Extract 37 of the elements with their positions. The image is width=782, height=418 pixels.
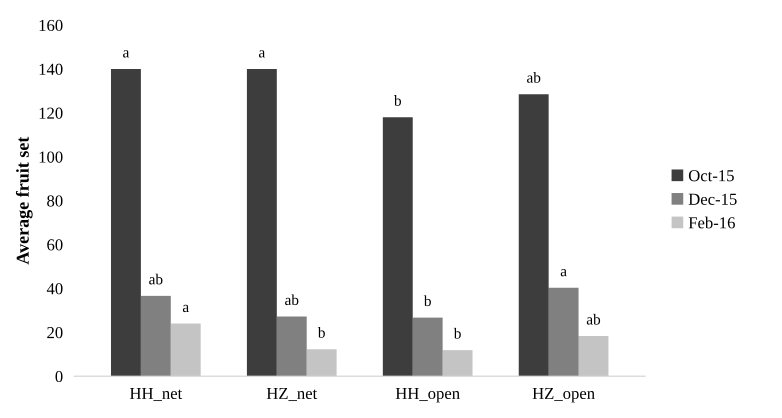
bar xyxy=(246,68,277,376)
data-label: a xyxy=(259,50,266,58)
y-tick-label: 140 xyxy=(40,64,63,75)
y-tick-label: 120 xyxy=(40,108,63,119)
data-label: b xyxy=(394,95,402,106)
legend-label: Feb-16 xyxy=(688,216,735,228)
bar xyxy=(276,316,307,376)
x-tick-label: HH_net xyxy=(130,388,182,402)
y-axis-title: Average fruit set xyxy=(16,136,33,264)
data-label: a xyxy=(182,304,189,312)
y-tick-label: 0 xyxy=(55,370,63,382)
data-label: b xyxy=(424,295,431,306)
bar xyxy=(110,68,141,376)
y-tick-label: 20 xyxy=(47,327,63,338)
bar xyxy=(140,296,171,376)
data-label: ab xyxy=(285,294,298,306)
x-tick-label: HZ_open xyxy=(532,388,595,402)
bar xyxy=(518,94,549,376)
data-label: b xyxy=(454,328,461,339)
y-tick-label: 60 xyxy=(47,239,63,250)
legend-label: Dec-15 xyxy=(688,194,737,205)
x-tick-label: HH_open xyxy=(396,388,460,402)
y-tick-label: 80 xyxy=(47,195,63,207)
data-label: ab xyxy=(149,274,162,284)
data-label: a xyxy=(123,50,130,58)
bar xyxy=(412,318,443,376)
data-label: ab xyxy=(527,72,540,83)
bar xyxy=(548,288,579,376)
y-tick-label: 100 xyxy=(40,151,63,163)
y-tick-label: 40 xyxy=(46,283,63,294)
y-tick-label: 160 xyxy=(40,20,63,32)
bar xyxy=(382,117,413,376)
data-label: a xyxy=(560,269,567,276)
data-label: ab xyxy=(586,314,600,325)
legend-label: Oct-15 xyxy=(688,170,734,182)
data-label: b xyxy=(318,327,325,338)
x-tick-label: HZ_net xyxy=(266,388,318,402)
